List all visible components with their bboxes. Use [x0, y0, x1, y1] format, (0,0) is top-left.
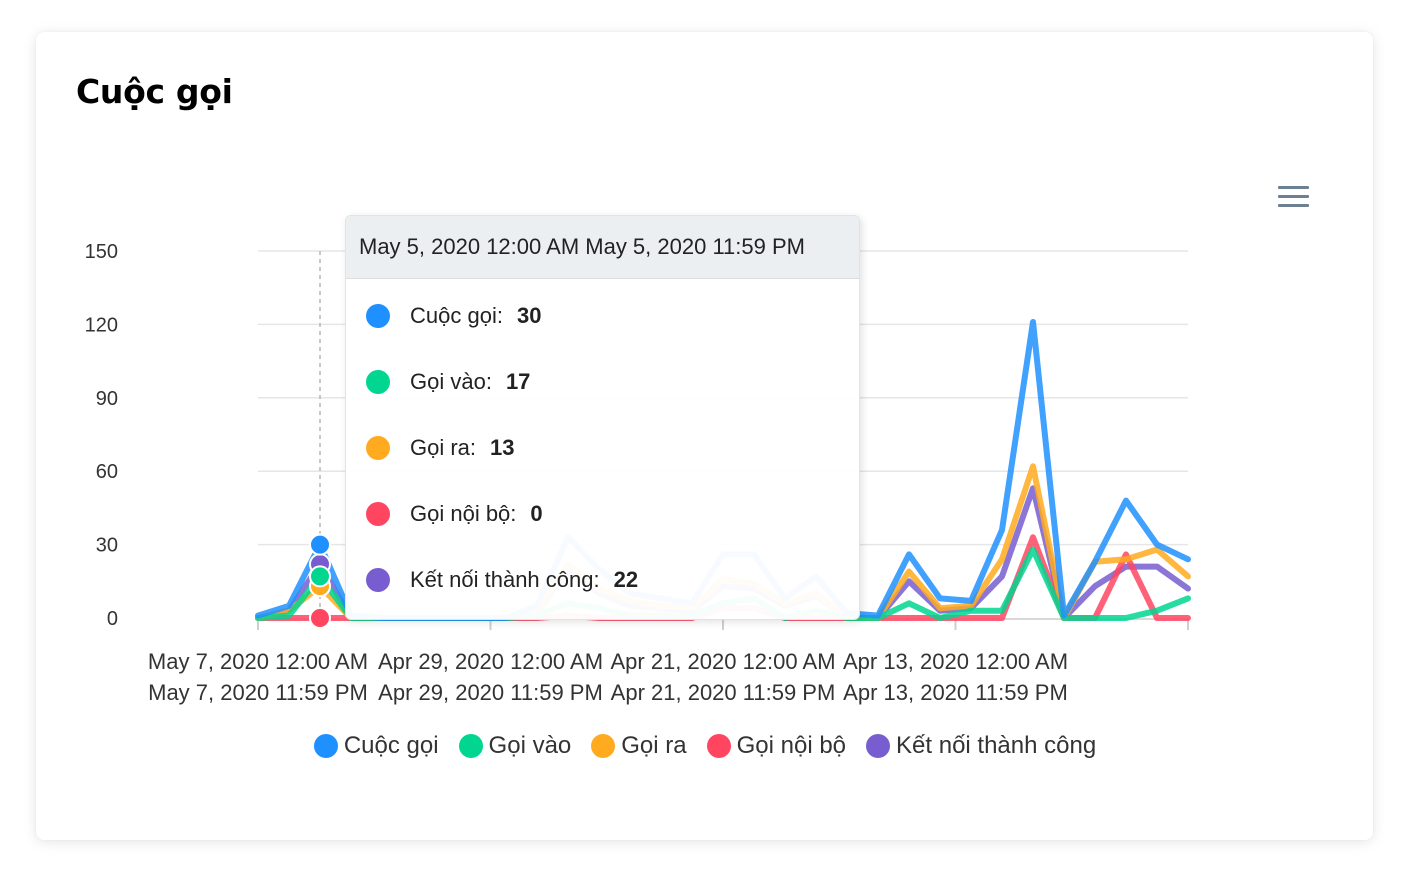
tooltip-value: 0: [530, 501, 543, 526]
legend-label: Gọi vào: [488, 732, 572, 759]
x-tick-label: Apr 21, 2020 11:59 PM: [611, 680, 836, 705]
y-tick-label: 60: [96, 461, 118, 483]
legend-item-goi-noi-bo[interactable]: Gọi nội bộ: [706, 732, 847, 760]
series-dot-icon: [366, 568, 390, 592]
hamburger-icon-bar: [1278, 195, 1309, 198]
tooltip-row-goi-vao: Gọi vào: 17: [366, 369, 530, 395]
tooltip-row-cuoc-goi: Cuộc gọi: 30: [366, 303, 541, 329]
tooltip-value: 30: [516, 303, 542, 328]
legend-label: Kết nối thành công: [896, 732, 1097, 759]
card-title: Cuộc gọi: [76, 72, 233, 111]
chart-legend: Cuộc gọi Gọi vào Gọi ra Gọi nội bộ Kết n…: [0, 732, 1410, 760]
y-tick-label: 150: [85, 241, 118, 263]
series-dot-icon: [366, 370, 390, 394]
tooltip-label: Gọi ra:: [410, 435, 477, 460]
chart-menu-button[interactable]: [1274, 183, 1312, 211]
y-axis: 0 30 60 90 120 150: [85, 241, 118, 630]
legend-label: Cuộc gọi: [343, 732, 439, 759]
x-tick-label: Apr 29, 2020 11:59 PM: [378, 680, 603, 705]
legend-item-cuoc-goi[interactable]: Cuộc gọi: [313, 732, 439, 760]
hover-marker: [309, 607, 331, 629]
y-tick-label: 120: [85, 314, 118, 336]
legend-marker-icon: [313, 734, 338, 758]
tooltip-title: May 5, 2020 12:00 AM May 5, 2020 11:59 P…: [346, 216, 859, 279]
tooltip-label: Kết nối thành công:: [410, 567, 600, 592]
x-tick-label: May 7, 2020 11:59 PM: [148, 680, 368, 705]
legend-item-ket-noi-thanh-cong[interactable]: Kết nối thành công: [866, 732, 1096, 760]
tooltip-label: Gọi vào:: [410, 369, 492, 394]
legend-marker-icon: [706, 734, 731, 758]
tooltip-label: Cuộc gọi:: [410, 303, 503, 328]
tooltip-value: 13: [490, 435, 515, 460]
x-tick-label: Apr 29, 2020 12:00 AM: [378, 649, 603, 674]
hamburger-icon-bar: [1278, 186, 1309, 189]
legend-marker-icon: [866, 734, 891, 758]
series-dot-icon: [366, 304, 390, 328]
x-tick-label: May 7, 2020 12:00 AM: [148, 649, 368, 674]
legend-label: Gọi ra: [621, 732, 687, 759]
legend-marker-icon: [458, 734, 483, 758]
tooltip-label: Gọi nội bộ:: [410, 501, 517, 526]
tooltip-value: 17: [505, 369, 531, 394]
tooltip-value: 22: [613, 567, 639, 592]
hover-marker: [309, 565, 331, 588]
hover-marker: [309, 533, 331, 556]
legend-label: Gọi nội bộ: [736, 732, 847, 759]
legend-item-goi-ra[interactable]: Gọi ra: [591, 732, 687, 760]
x-axis: May 7, 2020 12:00 AM May 7, 2020 11:59 PM…: [148, 618, 1189, 705]
y-tick-label: 0: [107, 608, 118, 630]
y-tick-label: 30: [96, 535, 118, 557]
legend-item-goi-vao[interactable]: Gọi vào: [458, 732, 572, 760]
hover-layer: [309, 251, 331, 629]
x-tick-label: Apr 13, 2020 12:00 AM: [843, 649, 1068, 674]
tooltip-row-goi-ra: Gọi ra: 13: [366, 435, 515, 461]
tooltip-row-ket-noi-thanh-cong: Kết nối thành công: 22: [366, 567, 638, 593]
x-tick-label: Apr 13, 2020 11:59 PM: [843, 680, 1068, 705]
series-dot-icon: [366, 502, 390, 526]
x-tick-label: Apr 21, 2020 12:00 AM: [610, 649, 835, 674]
chart-tooltip: May 5, 2020 12:00 AM May 5, 2020 11:59 P…: [345, 215, 860, 620]
legend-marker-icon: [591, 734, 616, 758]
tooltip-row-goi-noi-bo: Gọi nội bộ: 0: [366, 501, 543, 527]
series-dot-icon: [366, 436, 390, 460]
hamburger-icon-bar: [1278, 204, 1309, 207]
y-tick-label: 90: [96, 388, 118, 410]
